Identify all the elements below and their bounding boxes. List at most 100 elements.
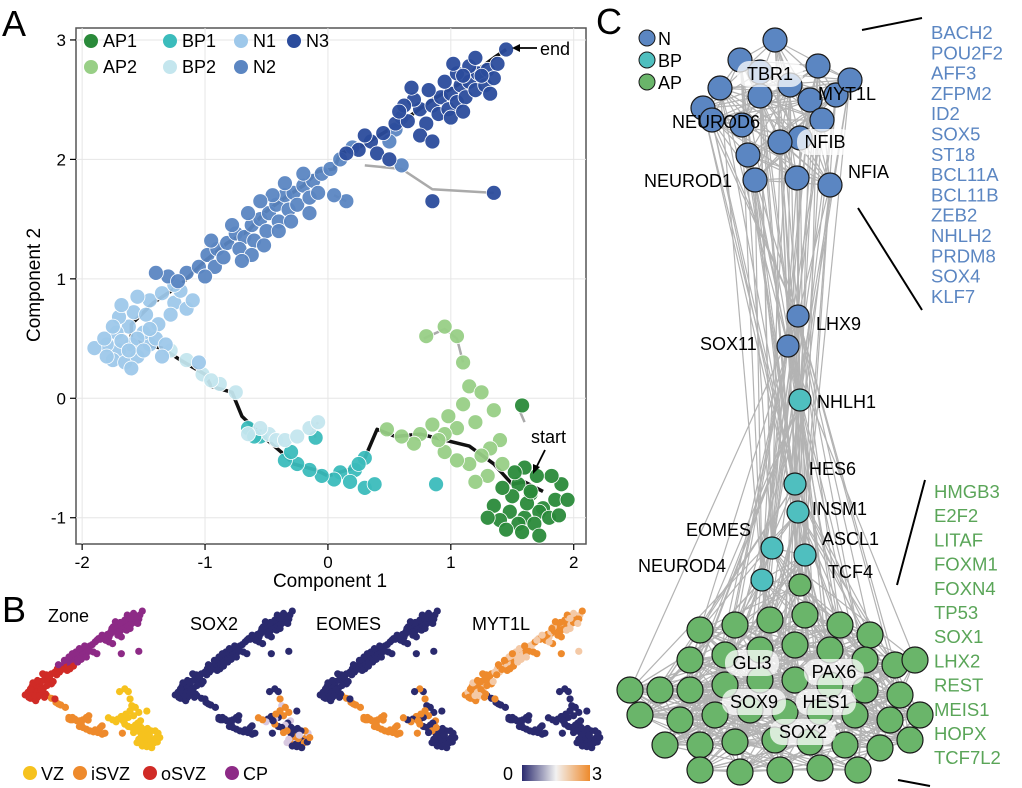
zone-legend: VZ iSVZ oSVZ CP [23, 764, 268, 784]
node-ap-29 [906, 701, 934, 729]
label-nfia: NFIA [848, 162, 889, 182]
point-AP1-25 [506, 464, 523, 481]
node-ap-43 [901, 646, 929, 674]
point-N3-24 [420, 82, 437, 99]
node-n-11 [729, 112, 755, 138]
zone-label-VZ: VZ [41, 764, 64, 784]
point-N1-21 [162, 306, 179, 323]
label-hes1: HES1 [802, 692, 849, 712]
gene-n-BCL11A: BCL11A [931, 164, 999, 185]
mini-point-2-BP2-5 [374, 716, 382, 724]
mini-point-1-N3-45 [276, 614, 284, 623]
mini-point-1-N3-33 [255, 638, 263, 646]
mini-point-3-N3-40 [574, 619, 582, 628]
point-N3-35 [485, 184, 502, 201]
mini-point-2-N3-33 [400, 638, 408, 646]
node-ap-22 [666, 706, 694, 734]
gene-ap-MEIS1: MEIS1 [934, 699, 990, 720]
point-N1-28 [190, 354, 207, 371]
start-arrowhead [533, 464, 540, 474]
label-neurod1: NEUROD1 [644, 171, 732, 191]
edge-517 [719, 87, 799, 513]
edge-488 [769, 399, 801, 621]
mini-point-2-AP2-6 [430, 708, 438, 717]
point-N1-31 [129, 288, 146, 305]
point-AP2-3 [418, 328, 435, 345]
point-AP2-19 [449, 452, 465, 469]
point-AP1-18 [479, 509, 496, 526]
gene-ap-TCF7L2: TCF7L2 [934, 747, 1001, 768]
mini-plot-1 [171, 607, 314, 752]
start-annotation: start [531, 427, 566, 447]
x-tick-label-4: 2 [569, 553, 578, 572]
mini-point-0-N3-43 [98, 631, 106, 639]
node-mid-1 [776, 334, 800, 358]
gene-n-ZFPM2: ZFPM2 [931, 83, 992, 104]
mini-point-2-N3-14 [433, 607, 441, 615]
point-N2-29 [215, 249, 232, 266]
label-tbr1: TBR1 [747, 64, 793, 84]
mini-point-0-AP2-23 [129, 728, 138, 737]
panel-c-network: TBR1 MYT1L NEUROD6 NFIB NEUROD1 NFIA LHX9 SOX11… [616, 17, 1003, 787]
mini-point-1-BP1-16 [268, 729, 276, 737]
edge-539 [771, 177, 798, 549]
mini-point-1-N3-34 [267, 650, 275, 658]
mini-point-0-BP1-15 [101, 729, 109, 737]
point-N2-27 [295, 165, 312, 182]
node-ap-35 [831, 731, 859, 759]
point-N1-35 [120, 342, 137, 359]
mini-point-3-AP2-3 [555, 687, 564, 696]
mini-point-3-AP2-26 [559, 717, 567, 725]
node-mid-7 [750, 568, 774, 592]
panel-b-small-multiples: Zone SOX2 EOMES MYT1L VZ iSVZ oSVZ CP 0 3 [21, 606, 604, 784]
node-mid-3 [783, 472, 807, 496]
mini-point-0-BP2-4 [85, 712, 93, 720]
edge-574 [741, 124, 763, 581]
node-ap-13 [646, 676, 674, 704]
mini-point-2-BP2-9 [349, 700, 358, 708]
mini-point-3-N2-50 [494, 661, 503, 669]
point-N3-34 [424, 193, 441, 210]
point-N1-22 [98, 348, 115, 365]
mini-point-2-BP2-4 [380, 712, 388, 720]
mini-point-0-N1-33 [49, 677, 57, 686]
mini-point-1-BP1-17 [246, 723, 254, 732]
zone-label-oSVZ: oSVZ [161, 764, 206, 784]
gene-ap-FOXM1: FOXM1 [934, 554, 998, 575]
mini-point-3-N3-34 [557, 650, 565, 658]
edge-595 [699, 584, 801, 631]
mini-point-2-BP1-17 [391, 723, 399, 732]
node-n-19 [837, 67, 863, 93]
mini-point-2-N3-45 [421, 614, 429, 623]
mini-point-3-BP2-4 [525, 712, 533, 720]
mini-point-3-BP2-5 [519, 716, 527, 724]
end-arrowhead [512, 44, 520, 52]
zone-swatch-oSVZ [143, 766, 157, 780]
mini-point-0-N3-34 [117, 650, 125, 658]
legend-swatch-N2 [234, 60, 248, 74]
point-N2-30 [240, 205, 256, 222]
mini-point-3-N3-38 [566, 624, 574, 633]
mini-point-0-N1-29 [26, 685, 35, 693]
gene-ap-TP53: TP53 [934, 602, 978, 623]
mini-point-2-N2-42 [358, 666, 366, 675]
mini-point-3-AP1-26 [583, 707, 591, 715]
gene-ap-REST: REST [934, 675, 983, 696]
mini-point-3-N2-34 [493, 671, 501, 679]
mini-point-3-N3-33 [545, 638, 553, 646]
node-n-14 [742, 167, 768, 193]
point-AP1-19 [498, 521, 515, 538]
point-N1-27 [123, 360, 140, 377]
mini-point-1-N1-34 [187, 685, 195, 694]
mini-point-1-BP2-4 [235, 712, 243, 720]
mini-point-0-N1-34 [37, 685, 45, 694]
mini-point-1-N2-49 [232, 653, 240, 661]
mini-point-1-N3-35 [285, 647, 293, 655]
legend: AP1 BP1 N1 N3 AP2 BP2 N2 [84, 31, 329, 77]
edge-408 [664, 744, 781, 771]
point-N2-47 [170, 273, 186, 290]
panel-a-scatter: -2 -1 0 1 2 -1 0 1 2 3 Component 1 Component 2 AP… [24, 27, 587, 592]
mini-point-0-N2-46 [89, 648, 97, 656]
point-AP2-6 [485, 402, 502, 419]
mini-point-1-AP1-18 [283, 739, 291, 747]
